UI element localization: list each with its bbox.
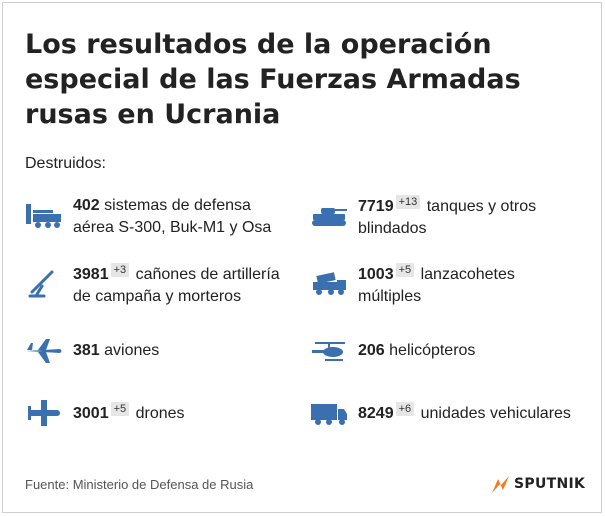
sputnik-logo-icon bbox=[492, 476, 509, 493]
stat-label-line2: de campaña y morteros bbox=[73, 288, 242, 305]
stat-item-artillery: 3981 +3 cañones de artillería de campaña … bbox=[23, 263, 280, 308]
stat-value: 8249 bbox=[358, 405, 394, 422]
stat-label-line1: sistemas de defensa bbox=[104, 197, 251, 214]
brand-name: SPUTNIK bbox=[514, 476, 586, 492]
stat-label-line2: aérea S-300, Buk-M1 y Osa bbox=[73, 219, 272, 236]
stat-value: 381 bbox=[73, 342, 100, 359]
stat-label-line1: helicópteros bbox=[389, 342, 476, 359]
stat-delta-badge: +6 bbox=[395, 402, 415, 416]
stat-value: 1003 bbox=[358, 266, 394, 283]
stat-item-drones: 3001 +5 drones bbox=[23, 393, 185, 433]
stat-label-line1: unidades vehiculares bbox=[420, 405, 571, 422]
stat-item-helicopters: 206 helicópteros bbox=[308, 331, 475, 371]
stat-label-line1: aviones bbox=[104, 342, 160, 359]
brand-logo: SPUTNIK bbox=[489, 473, 585, 495]
stat-item-vehicles: 8249 +6 unidades vehiculares bbox=[308, 393, 571, 433]
helicopter-icon bbox=[308, 331, 350, 371]
stat-label-line1: drones bbox=[135, 405, 185, 422]
stat-label-line2: múltiples bbox=[358, 288, 422, 305]
stat-item-airplanes: 381 aviones bbox=[23, 331, 159, 371]
artillery-icon bbox=[23, 263, 65, 303]
stat-value: 7719 bbox=[358, 198, 394, 215]
stat-delta-badge: +5 bbox=[395, 263, 415, 277]
infographic-title: Los resultados de la operación especial … bbox=[25, 29, 521, 130]
rocket-launcher-icon bbox=[308, 263, 350, 303]
stat-label-line1: lanzacohetes bbox=[420, 266, 515, 283]
stat-label-line1: cañones de artillería bbox=[135, 266, 280, 283]
stat-item-rocket-launchers: 1003 +5 lanzacohetes múltiples bbox=[308, 263, 515, 308]
stat-label-line1: tanques y otros bbox=[426, 198, 537, 215]
subtitle: Destruidos: bbox=[25, 155, 106, 172]
stat-delta-badge: +13 bbox=[395, 195, 421, 209]
source-footer: Fuente: Ministerio de Defensa de Rusia bbox=[25, 477, 254, 492]
stat-value: 402 bbox=[73, 197, 100, 214]
stat-label-line2: blindados bbox=[358, 220, 427, 237]
air-defense-launcher-icon bbox=[23, 195, 65, 235]
airplane-icon bbox=[23, 331, 65, 371]
stat-value: 3981 bbox=[73, 266, 109, 283]
truck-icon bbox=[308, 393, 350, 433]
stat-value: 3001 bbox=[73, 405, 109, 422]
drone-icon bbox=[23, 393, 65, 433]
stat-delta-badge: +3 bbox=[110, 263, 130, 277]
tank-icon bbox=[308, 195, 350, 235]
stat-item-tanks: 7719 +13 tanques y otros blindados bbox=[308, 195, 536, 240]
stat-delta-badge: +5 bbox=[110, 402, 130, 416]
stat-value: 206 bbox=[358, 342, 385, 359]
stat-item-air-defense: 402 sistemas de defensa aérea S-300, Buk… bbox=[23, 195, 271, 239]
